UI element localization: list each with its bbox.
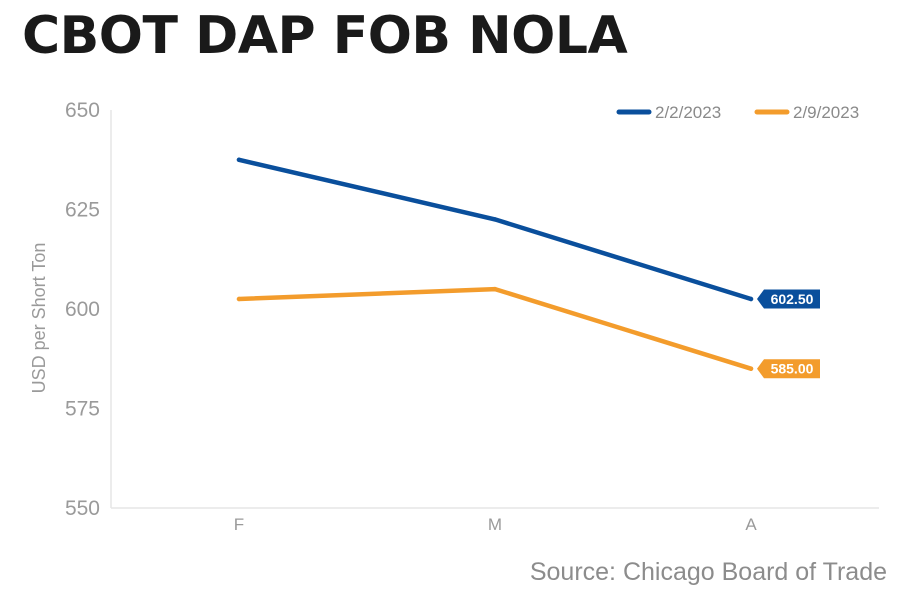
legend-label: 2/2/2023 xyxy=(655,103,721,122)
data-point xyxy=(236,157,242,162)
y-axis-label: USD per Short Ton xyxy=(29,243,49,394)
legend-item: 2/9/2023 xyxy=(754,103,859,122)
end-label-tag xyxy=(757,359,820,379)
y-tick-label: 600 xyxy=(65,298,100,321)
y-axis: 550 575 600 625 650 USD per Short Ton xyxy=(29,99,112,520)
x-tick-label: F xyxy=(234,515,244,534)
series-lines xyxy=(236,157,754,371)
chart-title: CBOT DAP FOB NOLA xyxy=(22,6,628,66)
data-point xyxy=(236,296,242,302)
data-point xyxy=(492,286,498,292)
y-tick-labels: 550 575 600 625 650 xyxy=(65,99,100,520)
legend: 2/2/2023 2/9/2023 xyxy=(616,103,859,122)
data-point xyxy=(748,296,754,302)
y-tick-label: 625 xyxy=(65,199,100,222)
source-note: Source: Chicago Board of Trade xyxy=(529,558,887,586)
y-tick-label: 575 xyxy=(65,398,100,421)
series-line xyxy=(236,286,754,371)
x-tick-label: M xyxy=(488,515,502,534)
data-point xyxy=(748,366,754,371)
end-label-value: 602.50 xyxy=(771,291,814,307)
series-line xyxy=(236,157,754,302)
x-tick-label: A xyxy=(745,515,757,534)
legend-label: 2/9/2023 xyxy=(793,103,859,122)
legend-item: 2/2/2023 xyxy=(616,103,721,122)
end-label-tag xyxy=(757,289,820,309)
data-point xyxy=(492,217,498,222)
end-labels: 602.50 585.00 xyxy=(757,289,820,379)
y-tick-label: 550 xyxy=(65,497,100,520)
end-label-value: 585.00 xyxy=(771,361,814,377)
y-tick-label: 650 xyxy=(65,99,100,122)
